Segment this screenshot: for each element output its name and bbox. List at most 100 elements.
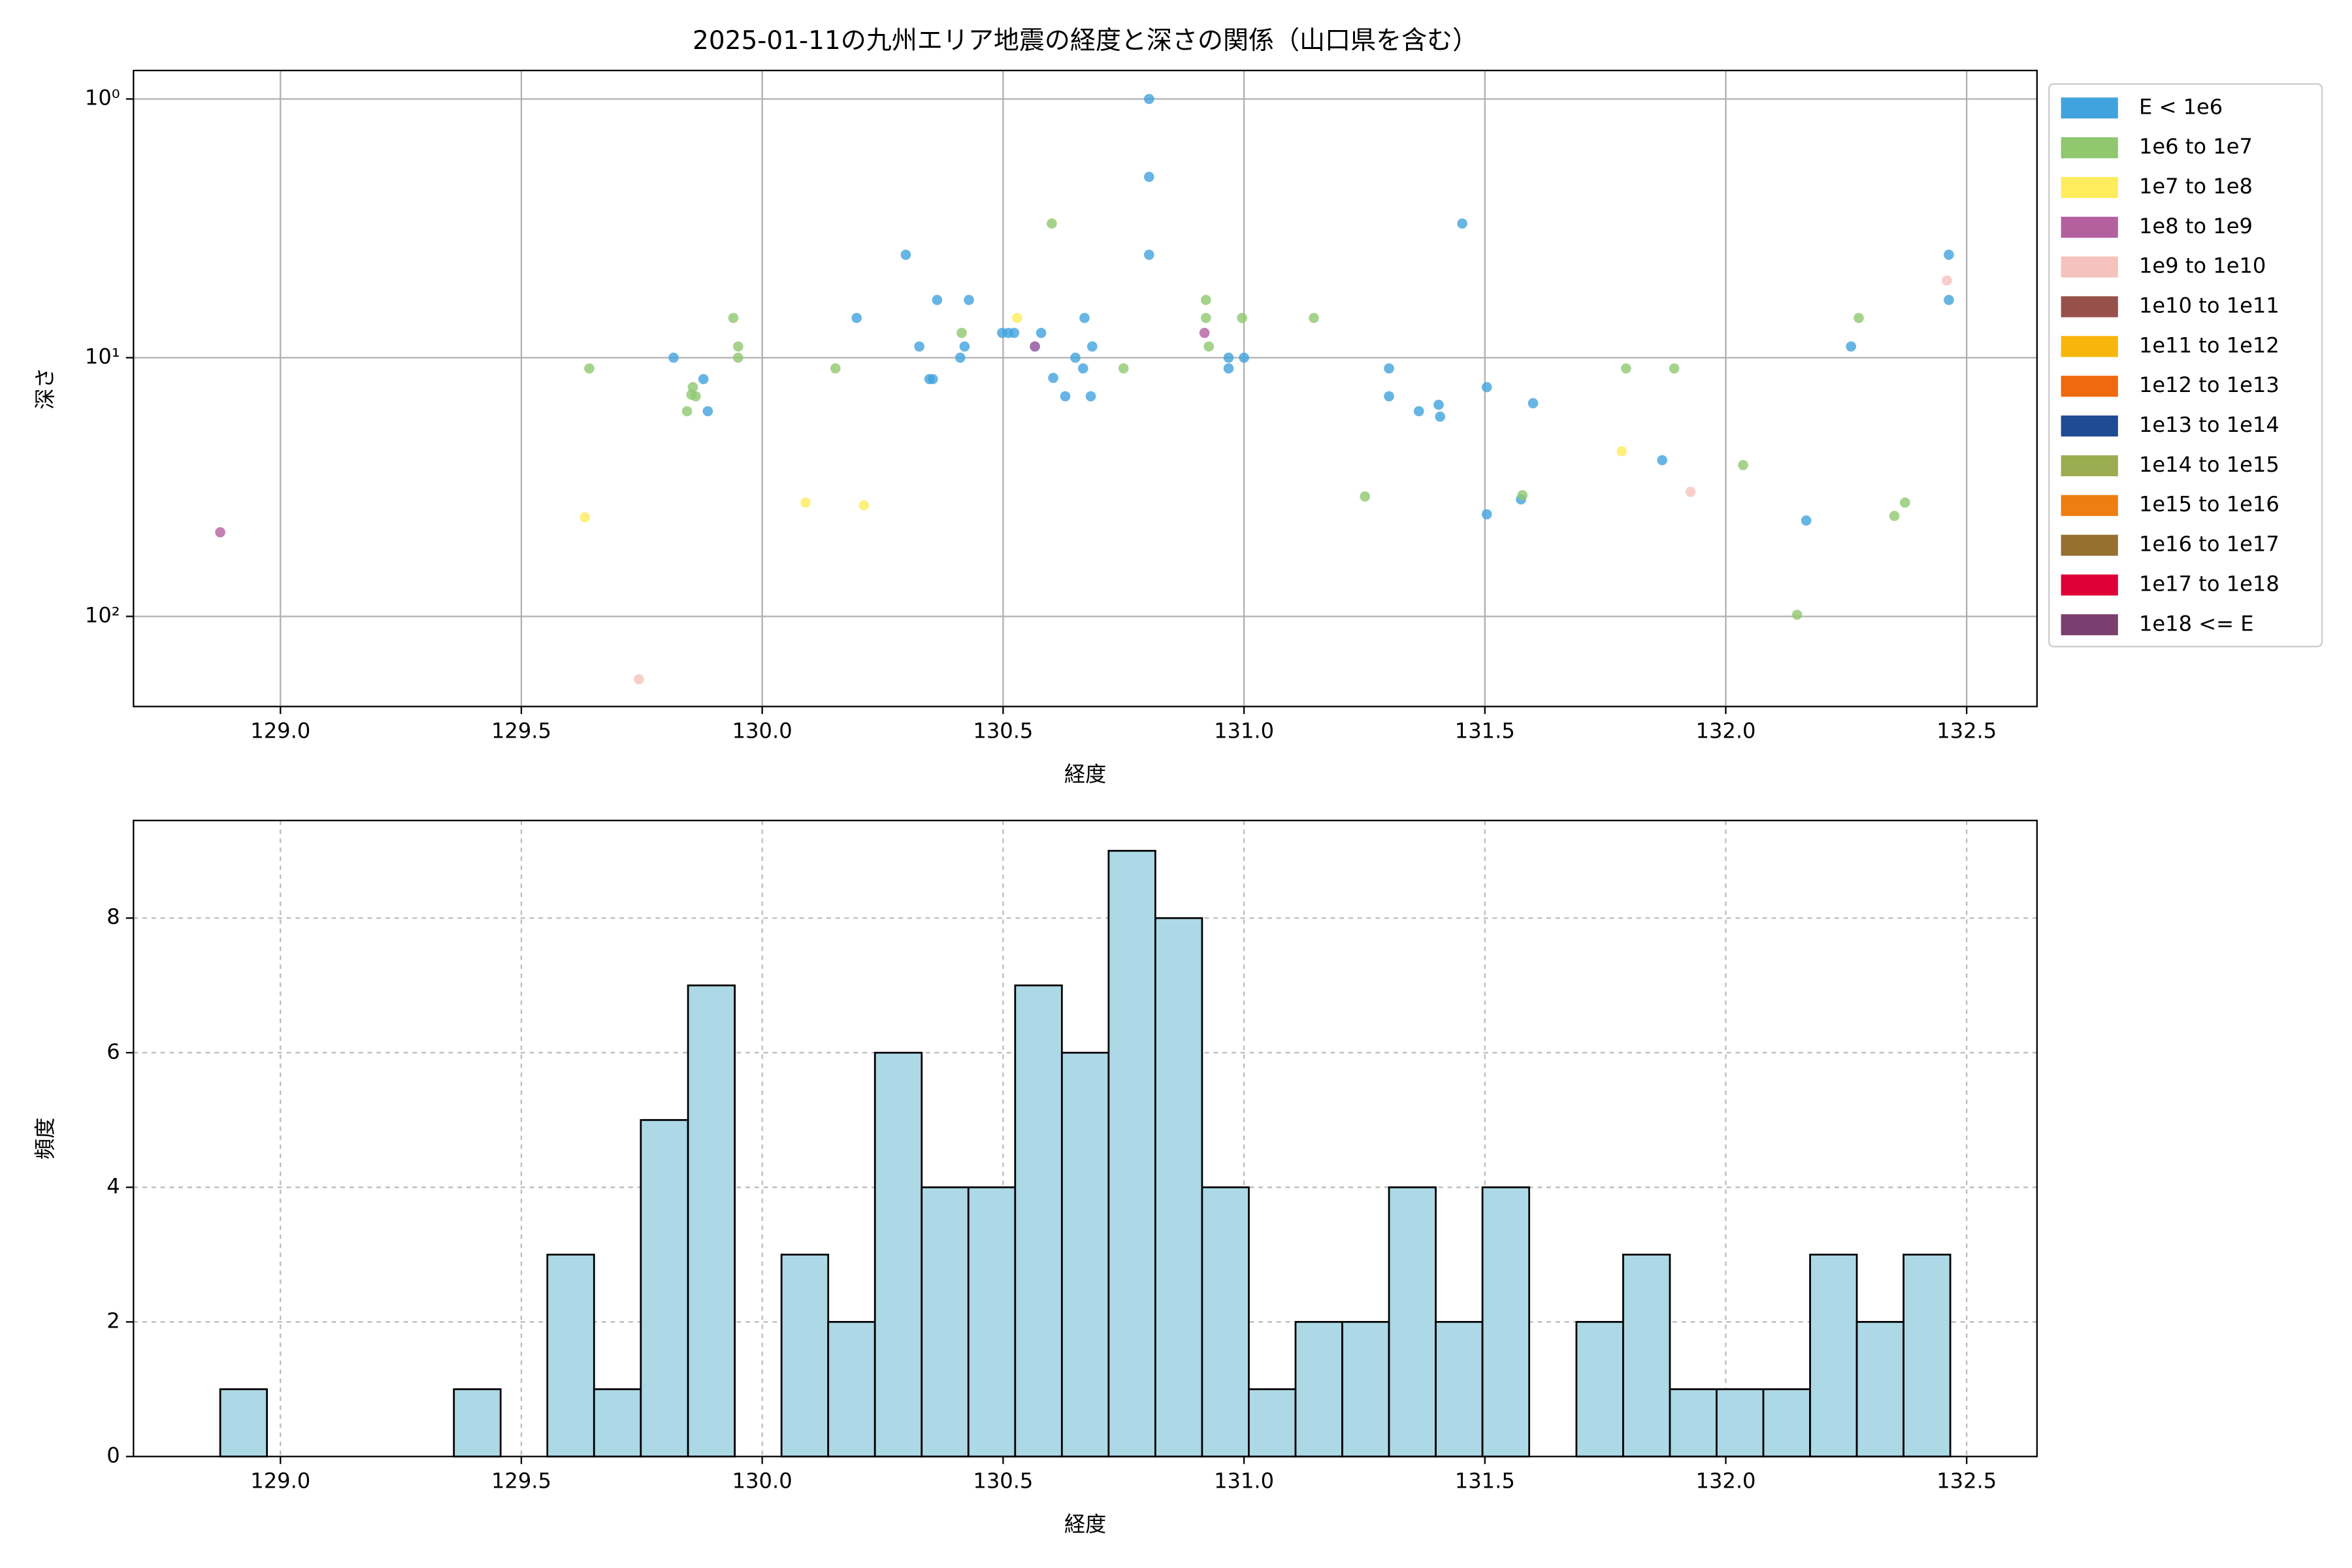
scatter-point: [1036, 327, 1047, 338]
scatter-point: [914, 341, 924, 352]
scatter-point: [1309, 312, 1319, 323]
scatter-point: [1801, 515, 1812, 526]
scatter-point: [1085, 391, 1096, 402]
histogram-bar: [1762, 1388, 1811, 1458]
y-tick-label: 4: [106, 1173, 120, 1198]
legend-swatch: [2061, 455, 2118, 476]
legend-swatch: [2061, 176, 2118, 199]
x-tick-label: 130.5: [973, 718, 1033, 743]
scatter-point: [959, 341, 970, 352]
x-tick-label: 132.0: [1696, 718, 1756, 743]
scatter-point: [1384, 391, 1394, 402]
scatter-point: [1944, 250, 1954, 260]
scatter-point: [681, 406, 693, 417]
scatter-point: [1527, 398, 1539, 409]
y-tick-label: 2: [106, 1308, 120, 1333]
x-tick-label: 132.0: [1696, 1468, 1756, 1493]
histogram-bar: [1294, 1320, 1343, 1458]
scatter-point: [1517, 490, 1528, 500]
legend-swatch: [2061, 574, 2118, 596]
scatter-point: [584, 363, 595, 374]
scatter-point: [1433, 399, 1444, 410]
x-tick-label: 131.0: [1214, 1468, 1274, 1493]
y-axis-label: 深さ: [33, 368, 57, 410]
histogram-bar: [967, 1186, 1017, 1458]
scatter-point: [1223, 363, 1234, 374]
scatter-point: [1384, 363, 1394, 374]
scatter-point: [634, 674, 644, 685]
histogram-bar: [1060, 1051, 1110, 1458]
scatter-point: [1854, 312, 1864, 323]
scatter-point: [1481, 382, 1492, 393]
legend-label: 1e17 to 1e18: [2139, 571, 2279, 596]
legend-swatch: [2061, 614, 2118, 636]
x-axis-label: 経度: [1064, 1512, 1106, 1537]
histogram-bar: [1107, 849, 1156, 1458]
scatter-point: [1203, 341, 1215, 352]
histogram-bar: [827, 1320, 876, 1458]
scatter-point: [1413, 406, 1424, 417]
histogram-bar: [1248, 1388, 1297, 1458]
scatter-point: [1118, 363, 1129, 374]
legend-label: 1e14 to 1e15: [2139, 452, 2279, 477]
scatter-point: [1846, 341, 1857, 352]
y-tick-label: 10¹: [85, 344, 120, 368]
scatter-point: [932, 295, 943, 305]
scatter-point: [1011, 312, 1022, 323]
x-tick-label: 130.0: [732, 718, 792, 743]
scatter-point: [1070, 352, 1081, 363]
scatter-point: [1143, 171, 1154, 182]
scatter-point: [580, 512, 591, 523]
legend-swatch: [2061, 296, 2118, 318]
scatter-point: [728, 312, 739, 323]
x-tick-label: 129.0: [250, 718, 310, 743]
y-tick-label: 0: [106, 1443, 120, 1467]
y-tick-label: 8: [106, 904, 120, 929]
scatter-point: [830, 363, 841, 374]
legend-label: 1e6 to 1e7: [2139, 134, 2253, 159]
x-tick-label: 129.5: [491, 718, 551, 743]
histogram-bar: [1341, 1320, 1390, 1458]
scatter-point: [1239, 352, 1249, 363]
legend-label: 1e12 to 1e13: [2139, 372, 2279, 397]
x-tick-label: 132.5: [1936, 1468, 1997, 1493]
y-tick-label: 10⁰: [85, 86, 120, 110]
scatter-point: [1944, 295, 1954, 305]
scatter-point: [668, 352, 679, 363]
legend-label: 1e13 to 1e14: [2139, 412, 2279, 437]
scatter-point: [1199, 327, 1210, 338]
legend-box: [2048, 83, 2323, 647]
scatter-point: [215, 527, 225, 538]
subplot: 129.0 129.5 130.0 130.5 131.0 131.5 132.0 132.5…: [33, 819, 2038, 1537]
scatter-point: [1143, 250, 1154, 260]
histogram-bar: [1809, 1253, 1858, 1458]
scatter-point: [1360, 491, 1370, 502]
y-tick-label: 10²: [85, 602, 120, 627]
scatter-point: [1791, 610, 1803, 620]
scatter-point: [1047, 218, 1057, 229]
scatter-point: [1079, 312, 1090, 323]
legend-swatch: [2061, 137, 2118, 159]
histogram-bar: [1669, 1388, 1718, 1458]
scatter-point: [1201, 312, 1211, 323]
x-tick-label: 129.0: [250, 1468, 310, 1493]
scatter-point: [851, 312, 862, 323]
legend-label: 1e18 <= E: [2139, 611, 2254, 636]
legend-swatch: [2061, 415, 2118, 437]
histogram-bar: [453, 1388, 502, 1458]
scatter-point: [1077, 363, 1088, 374]
histogram-bar: [687, 984, 736, 1458]
scatter-point: [964, 295, 974, 305]
scatter-point: [1621, 363, 1631, 374]
scatter-point: [1201, 295, 1211, 305]
x-tick-label: 131.5: [1455, 718, 1515, 743]
scatter-point: [1030, 341, 1040, 352]
histogram-bar: [1435, 1320, 1484, 1458]
scatter-point: [927, 374, 938, 385]
scatter-point: [858, 500, 870, 511]
legend-swatch: [2061, 495, 2118, 516]
histogram-bar: [1014, 984, 1063, 1458]
legend-swatch: [2061, 256, 2118, 278]
scatter-point: [800, 497, 811, 508]
